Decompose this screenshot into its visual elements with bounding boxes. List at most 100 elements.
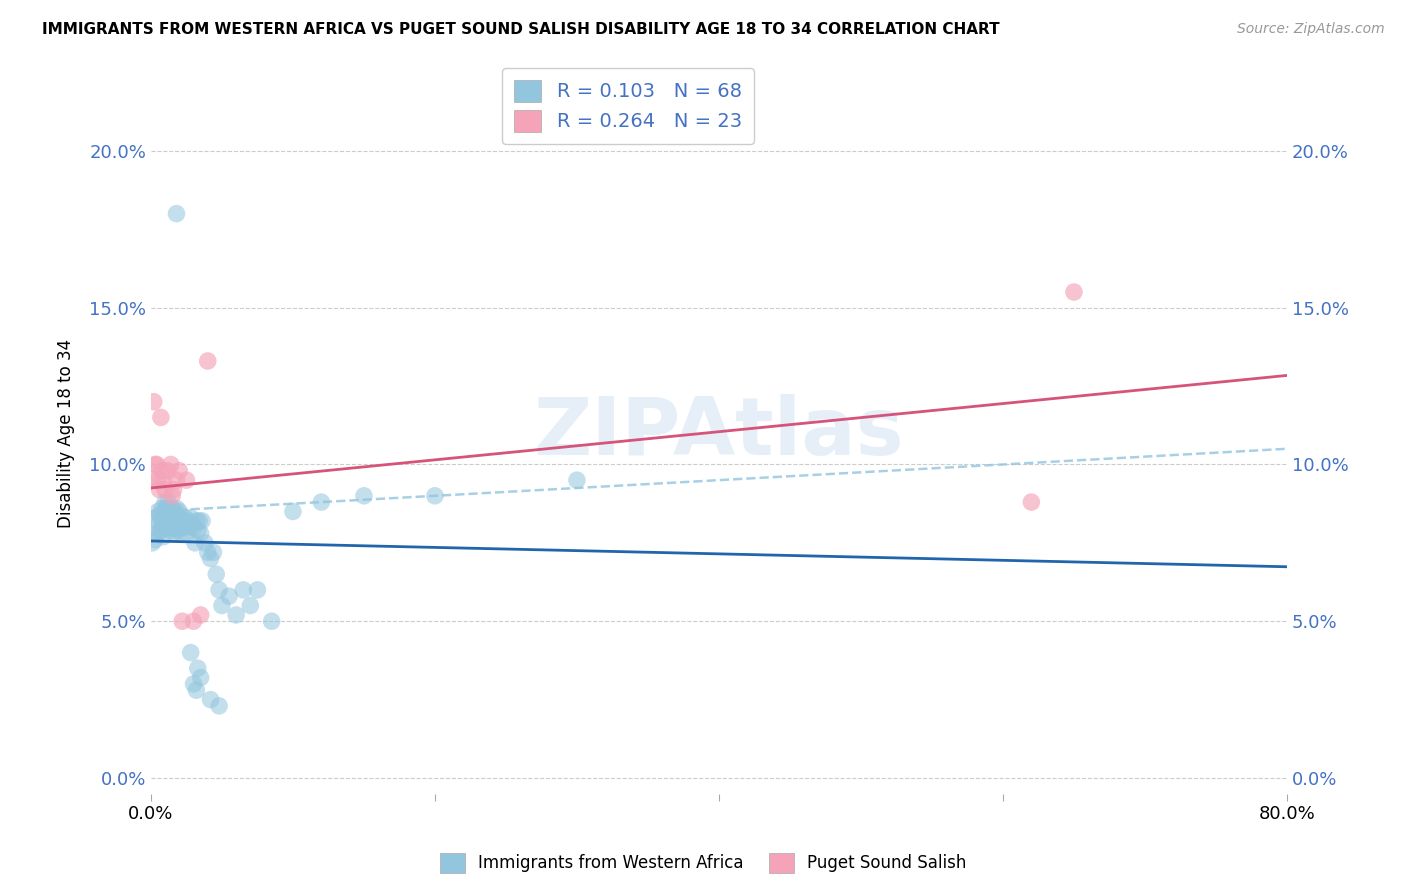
Point [565,473,588,487]
Text: IMMIGRANTS FROM WESTERN AFRICA VS PUGET SOUND SALISH DISABILITY AGE 18 TO 34 COR: IMMIGRANTS FROM WESTERN AFRICA VS PUGET … [42,22,1000,37]
Point [160,489,183,503]
Point [150,501,173,516]
Point [169,504,191,518]
Point [170,526,193,541]
Point [141,473,163,487]
Point [166,206,188,220]
Point [208,582,231,597]
Point [184,536,207,550]
Point [142,394,165,409]
Point [218,589,240,603]
Point [200,551,222,566]
Point [152,473,174,487]
Point [149,410,172,425]
Point [163,526,186,541]
Point [183,614,205,628]
Point [177,514,200,528]
Point [187,661,209,675]
Point [155,520,177,534]
Text: ZIPAtlas: ZIPAtlas [533,394,904,472]
Point [146,526,169,541]
Point [186,683,208,698]
Point [159,458,181,472]
Y-axis label: Disability Age 18 to 34: Disability Age 18 to 34 [58,339,75,528]
Point [149,510,172,524]
Point [197,354,219,368]
Point [353,489,375,503]
Point [163,483,186,497]
Point [153,504,176,518]
Point [163,514,186,528]
Point [260,614,283,628]
Point [211,599,233,613]
Point [187,524,209,538]
Point [188,514,211,528]
Point [157,504,180,518]
Point [166,514,188,528]
Point [239,599,262,613]
Point [176,526,198,541]
Legend: Immigrants from Western Africa, Puget Sound Salish: Immigrants from Western Africa, Puget So… [433,847,973,880]
Point [202,545,225,559]
Point [190,671,212,685]
Point [176,473,198,487]
Point [160,520,183,534]
Point [167,510,190,524]
Point [159,510,181,524]
Point [232,582,254,597]
Point [150,464,173,478]
Point [183,677,205,691]
Point [153,495,176,509]
Point [173,520,195,534]
Point [169,520,191,534]
Point [180,510,202,524]
Point [311,495,333,509]
Point [146,473,169,487]
Point [166,501,188,516]
Point [148,483,170,497]
Point [165,520,187,534]
Point [225,607,247,622]
Point [246,582,269,597]
Point [174,510,197,524]
Point [180,646,202,660]
Point [169,464,191,478]
Point [145,458,167,472]
Point [152,514,174,528]
Point [160,501,183,516]
Point [148,508,170,522]
Point [153,483,176,497]
Text: Source: ZipAtlas.com: Source: ZipAtlas.com [1237,22,1385,37]
Point [146,504,169,518]
Point [423,489,446,503]
Point [157,520,180,534]
Point [1063,285,1085,299]
Point [172,514,194,528]
Point [186,514,208,528]
Point [141,536,163,550]
Point [156,514,179,528]
Point [159,524,181,538]
Point [156,495,179,509]
Point [143,458,166,472]
Point [205,567,228,582]
Point [183,520,205,534]
Point [150,520,173,534]
Point [200,692,222,706]
Point [197,545,219,559]
Point [166,473,188,487]
Point [143,533,166,547]
Point [191,514,214,528]
Point [145,514,167,528]
Point [156,464,179,478]
Point [152,530,174,544]
Point [165,504,187,518]
Point [1021,495,1043,509]
Point [190,607,212,622]
Point [281,504,304,518]
Point [167,524,190,538]
Point [179,520,201,534]
Point [208,698,231,713]
Point [149,524,172,538]
Point [172,614,194,628]
